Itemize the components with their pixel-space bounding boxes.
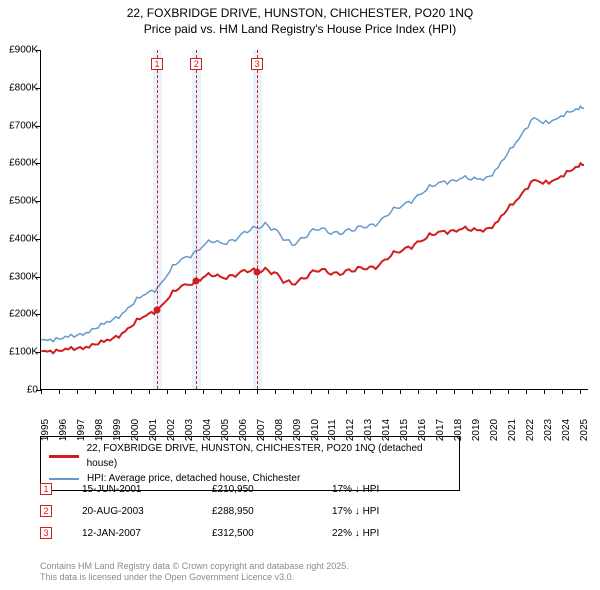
y-tick-label: £500K [9,196,38,207]
y-tick-label: £300K [9,271,38,282]
sale-dot [154,307,161,314]
sales-price: £312,500 [212,528,332,539]
event-marker: 3 [251,58,263,70]
sales-marker: 2 [40,505,52,517]
sales-table: 1 15-JUN-2001£210,95017% ↓ HPI 2 20-AUG-200… [40,478,432,544]
x-tick-label: 2023 [543,419,554,441]
chart-container: 22, FOXBRIDGE DRIVE, HUNSTON, CHICHESTER… [0,0,600,590]
plot-area: 1 2 3 [40,50,588,390]
series-property [41,163,584,353]
event-line [257,50,258,389]
x-tick-label: 2019 [471,419,482,441]
x-axis: 1995199619971998199920002001200220032004… [40,394,588,436]
sales-price: £210,950 [212,484,332,495]
sales-price: £288,950 [212,506,332,517]
sale-dot [193,277,200,284]
event-line [157,50,158,389]
footer-line-2: This data is licensed under the Open Gov… [40,572,349,584]
y-tick-label: £400K [9,233,38,244]
chart-title: 22, FOXBRIDGE DRIVE, HUNSTON, CHICHESTER… [0,0,600,37]
legend-label: 22, FOXBRIDGE DRIVE, HUNSTON, CHICHESTER… [87,441,451,471]
sales-row: 2 20-AUG-2003£288,95017% ↓ HPI [40,500,432,522]
x-tick-label: 2022 [525,419,536,441]
y-tick-label: £800K [9,82,38,93]
sales-date: 12-JAN-2007 [82,528,212,539]
title-line-1: 22, FOXBRIDGE DRIVE, HUNSTON, CHICHESTER… [0,6,600,22]
x-tick-label: 2021 [507,419,518,441]
event-marker: 1 [151,58,163,70]
y-tick-label: £700K [9,120,38,131]
sales-diff: 22% ↓ HPI [332,528,432,539]
y-tick-label: £100K [9,347,38,358]
sales-marker: 1 [40,483,52,495]
sales-diff: 17% ↓ HPI [332,484,432,495]
x-tick-label: 2025 [579,419,590,441]
chart-lines [41,50,588,389]
y-tick-label: £200K [9,309,38,320]
event-line [196,50,197,389]
title-line-2: Price paid vs. HM Land Registry's House … [0,22,600,38]
footer: Contains HM Land Registry data © Crown c… [40,561,349,584]
y-tick-label: £600K [9,158,38,169]
sales-row: 1 15-JUN-2001£210,95017% ↓ HPI [40,478,432,500]
sales-diff: 17% ↓ HPI [332,506,432,517]
x-tick-label: 2020 [489,419,500,441]
x-tick-label: 2024 [561,419,572,441]
y-axis: £0£100K£200K£300K£400K£500K£600K£700K£80… [0,50,40,390]
sales-date: 20-AUG-2003 [82,506,212,517]
footer-line-1: Contains HM Land Registry data © Crown c… [40,561,349,573]
legend-item: 22, FOXBRIDGE DRIVE, HUNSTON, CHICHESTER… [49,441,451,471]
series-hpi [41,106,584,341]
sales-marker: 3 [40,527,52,539]
y-tick-label: £900K [9,45,38,56]
event-marker: 2 [190,58,202,70]
legend-swatch [49,455,79,458]
sale-dot [254,268,261,275]
sales-date: 15-JUN-2001 [82,484,212,495]
sales-row: 3 12-JAN-2007£312,50022% ↓ HPI [40,522,432,544]
